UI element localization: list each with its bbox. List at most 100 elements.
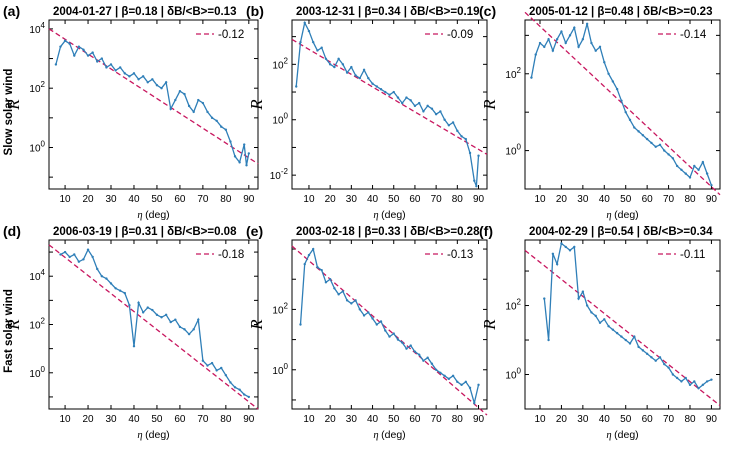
data-point [324, 281, 328, 284]
x-tick-label: 30 [577, 414, 589, 425]
data-point [568, 249, 572, 252]
data-point [654, 145, 657, 148]
data-point [201, 101, 205, 105]
data-point [118, 66, 122, 69]
data-point [430, 362, 434, 365]
data-point [174, 98, 177, 102]
data-point [405, 347, 408, 350]
data-point [628, 342, 632, 345]
data-point [192, 328, 195, 331]
data-point [447, 377, 451, 381]
x-tick-label: 90 [473, 414, 485, 425]
data-point [224, 374, 228, 377]
x-tick-label: 20 [556, 194, 568, 205]
data-point [688, 383, 692, 387]
data-point [603, 61, 606, 64]
x-tick-label: 80 [220, 194, 232, 205]
data-point [443, 118, 446, 121]
legend-label: -0.13 [447, 249, 473, 261]
data-series-line [60, 248, 250, 398]
data-point [633, 126, 636, 129]
data-point [73, 253, 76, 256]
data-point [560, 242, 563, 245]
data-point [155, 84, 159, 87]
data-point [96, 267, 99, 271]
x-tick-label: 20 [82, 194, 94, 205]
plot-frame [291, 239, 488, 410]
data-point [396, 338, 400, 341]
data-point [68, 255, 71, 259]
x-tick-label: 80 [684, 414, 696, 425]
data-point [146, 306, 149, 309]
data-point [693, 380, 696, 383]
data-point [105, 66, 108, 69]
data-point [590, 311, 593, 314]
data-point [362, 314, 366, 317]
x-tick-label: 50 [388, 414, 400, 425]
data-point [430, 107, 434, 110]
data-point [401, 341, 404, 344]
x-tick-label: 20 [82, 414, 94, 425]
data-point [341, 290, 345, 293]
data-point [82, 258, 85, 261]
data-point [422, 359, 425, 362]
data-point [164, 313, 168, 317]
data-point [456, 380, 459, 384]
fit-line [48, 244, 259, 410]
data-point [439, 371, 442, 374]
data-point [316, 49, 319, 52]
data-point [183, 328, 186, 331]
data-point [82, 48, 85, 51]
plot-frame [48, 19, 259, 190]
data-point [585, 22, 589, 26]
fit-line [524, 249, 721, 407]
data-point [581, 290, 585, 293]
data-point [220, 125, 223, 128]
x-tick-label: 90 [243, 194, 255, 205]
data-point [680, 168, 683, 171]
legend-label: -0.09 [447, 29, 473, 41]
data-point [663, 149, 666, 152]
data-point [620, 99, 623, 102]
data-point [405, 96, 408, 99]
data-point [333, 287, 336, 290]
data-point [598, 45, 602, 49]
data-point [303, 262, 306, 266]
data-point [675, 164, 679, 168]
x-axis-label: η (deg) [373, 429, 405, 441]
data-point [688, 176, 692, 179]
data-point [701, 383, 705, 387]
fit-line [524, 11, 721, 196]
data-point [392, 332, 395, 335]
data-point [464, 380, 468, 384]
data-point [295, 85, 298, 88]
x-tick-label: 90 [243, 414, 255, 425]
data-point [77, 260, 81, 263]
plot-frame [291, 19, 488, 190]
data-point [468, 151, 472, 155]
data-point [473, 401, 476, 405]
data-point [551, 49, 555, 52]
x-tick-label: 10 [60, 194, 72, 205]
data-point [439, 110, 442, 113]
x-tick-label: 40 [128, 194, 140, 205]
fit-line [48, 28, 259, 165]
data-point [667, 366, 670, 369]
y-tick-label: 102 [272, 301, 288, 316]
x-tick-label: 10 [303, 194, 315, 205]
data-point [358, 76, 362, 80]
data-point [603, 318, 606, 321]
data-point [637, 345, 640, 349]
x-tick-label: 10 [534, 414, 546, 425]
x-tick-label: 60 [642, 194, 654, 205]
data-point [169, 107, 172, 111]
data-point [477, 154, 480, 157]
data-point [409, 99, 412, 102]
x-tick-label: 80 [452, 194, 464, 205]
data-point [333, 65, 336, 69]
x-tick-label: 70 [197, 414, 209, 425]
data-point [354, 74, 357, 77]
data-point [358, 308, 362, 311]
panel-f: 10 20 30 40 50 60 70 80 90 100 102 -0.11 (f) 2004-02-… [479, 223, 721, 441]
data-point [705, 380, 709, 383]
